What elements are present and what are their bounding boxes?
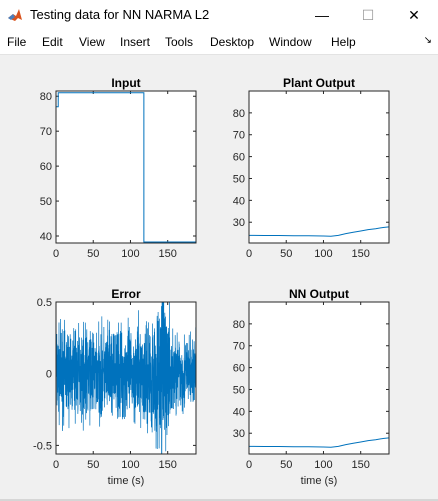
menu-tools[interactable]: Tools bbox=[165, 35, 194, 49]
y-tick-label: 70 bbox=[233, 341, 245, 353]
menu-view[interactable]: View bbox=[79, 35, 105, 49]
menu-window[interactable]: Window bbox=[269, 35, 312, 49]
x-tick-label: 50 bbox=[280, 248, 292, 260]
y-tick-label: 70 bbox=[40, 126, 52, 138]
y-tick-label: 60 bbox=[233, 363, 245, 375]
series-line bbox=[249, 226, 389, 237]
axes-box bbox=[55, 90, 197, 244]
x-tick-label: 50 bbox=[87, 248, 99, 260]
y-tick-label: 60 bbox=[40, 161, 52, 173]
x-tick-label: 100 bbox=[121, 459, 139, 471]
x-tick-label: 0 bbox=[246, 248, 252, 260]
menu-help[interactable]: Help bbox=[331, 35, 356, 49]
x-tick-label: 100 bbox=[314, 248, 332, 260]
y-tick-label: 50 bbox=[40, 196, 52, 208]
x-axis-label: time (s) bbox=[301, 475, 338, 487]
x-tick-label: 150 bbox=[352, 459, 370, 471]
chart-title: NN Output bbox=[289, 287, 349, 301]
y-tick-label: -0.5 bbox=[33, 440, 52, 452]
menu-bar: File Edit View Insert Tools Desktop Wind… bbox=[0, 30, 438, 55]
y-tick-label: 70 bbox=[233, 130, 245, 142]
y-tick-label: 0 bbox=[46, 369, 52, 381]
matlab-logo-icon bbox=[7, 7, 23, 23]
x-tick-label: 150 bbox=[352, 248, 370, 260]
plot-area bbox=[249, 91, 389, 243]
axes-box bbox=[248, 301, 390, 455]
x-tick-label: 100 bbox=[121, 248, 139, 260]
chart-title: Error bbox=[111, 287, 141, 301]
chart-4: NN Output 0 50 100 150 30 40 50 60 70 80 time (s) bbox=[233, 287, 390, 487]
menu-file[interactable]: File bbox=[7, 35, 27, 49]
axes-box bbox=[55, 301, 197, 455]
x-axis-label: time (s) bbox=[108, 475, 145, 487]
menu-edit[interactable]: Edit bbox=[42, 35, 63, 49]
title-bar: Testing data for NN NARMA L2 — ☐ ✕ bbox=[0, 0, 438, 30]
window-title: Testing data for NN NARMA L2 bbox=[30, 7, 210, 22]
y-tick-label: 30 bbox=[233, 217, 245, 229]
chart-title: Input bbox=[111, 76, 140, 90]
series-line bbox=[249, 437, 389, 448]
x-tick-label: 0 bbox=[246, 459, 252, 471]
y-tick-label: 50 bbox=[233, 173, 245, 185]
axes-box bbox=[248, 90, 390, 244]
close-button[interactable]: ✕ bbox=[408, 7, 420, 23]
dock-arrow-icon[interactable]: ↘ bbox=[423, 35, 432, 46]
y-tick-label: 40 bbox=[40, 231, 52, 243]
chart-title: Plant Output bbox=[283, 76, 355, 90]
y-tick-label: 80 bbox=[40, 91, 52, 103]
x-tick-label: 0 bbox=[53, 248, 59, 260]
plot-area bbox=[56, 91, 196, 243]
x-tick-label: 50 bbox=[87, 459, 99, 471]
y-tick-label: 50 bbox=[233, 384, 245, 396]
window-bottom-border bbox=[0, 499, 438, 501]
plot-area bbox=[249, 302, 389, 454]
x-tick-label: 0 bbox=[53, 459, 59, 471]
chart-2: Plant Output 0 50 100 150 30 40 50 60 70 80 bbox=[233, 76, 390, 260]
series-line bbox=[56, 302, 196, 454]
x-tick-label: 150 bbox=[159, 248, 177, 260]
y-tick-label: 80 bbox=[233, 108, 245, 120]
y-tick-label: 80 bbox=[233, 319, 245, 331]
y-tick-label: 60 bbox=[233, 152, 245, 164]
y-tick-label: 40 bbox=[233, 195, 245, 207]
y-tick-label: 40 bbox=[233, 406, 245, 418]
maximize-button[interactable]: ☐ bbox=[361, 7, 375, 23]
menu-insert[interactable]: Insert bbox=[120, 35, 151, 49]
minimize-button[interactable]: — bbox=[315, 7, 329, 23]
x-tick-label: 50 bbox=[280, 459, 292, 471]
x-tick-label: 150 bbox=[159, 459, 177, 471]
series-line bbox=[56, 92, 196, 243]
chart-1: Input 0 50 100 150 40 50 60 70 80 bbox=[40, 76, 197, 260]
y-tick-label: 30 bbox=[233, 428, 245, 440]
x-tick-label: 100 bbox=[314, 459, 332, 471]
y-tick-label: 0.5 bbox=[37, 297, 52, 309]
menu-desktop[interactable]: Desktop bbox=[210, 35, 255, 49]
